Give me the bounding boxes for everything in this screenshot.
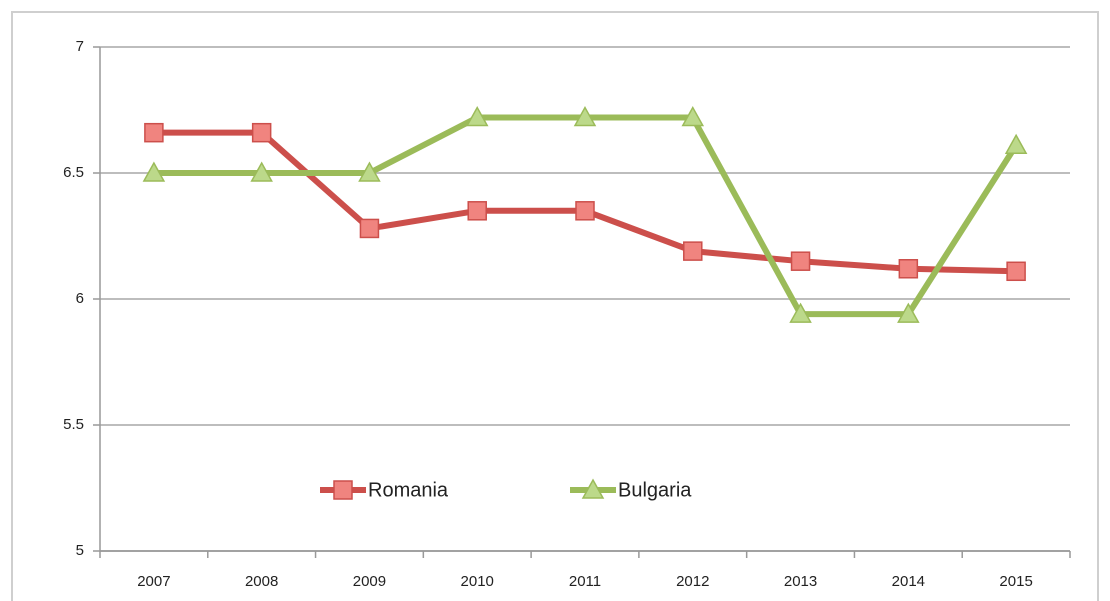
- marker: [575, 201, 595, 221]
- y-tick-label: 6.5: [63, 164, 84, 181]
- marker: [1004, 133, 1028, 155]
- x-tick-label: 2008: [245, 573, 278, 590]
- y-tick-label: 5.5: [63, 416, 84, 433]
- y-tick-label: 7: [76, 38, 84, 55]
- legend: Romania Bulgaria: [320, 478, 692, 501]
- marker: [144, 122, 164, 143]
- marker: [467, 201, 487, 221]
- marker: [358, 161, 381, 182]
- legend-label: Bulgaria: [618, 479, 692, 501]
- x-tick-label: 2014: [892, 573, 925, 590]
- x-tick-label: 2015: [999, 573, 1032, 590]
- marker: [681, 106, 705, 127]
- legend-label: Romania: [368, 479, 449, 501]
- marker: [251, 122, 272, 143]
- marker: [465, 106, 489, 127]
- x-tick-label: 2007: [137, 573, 170, 590]
- chart-frame: [11, 11, 1099, 601]
- x-tick-label: 2009: [353, 573, 386, 590]
- marker: [683, 241, 703, 261]
- x-tick-label: 2013: [784, 573, 817, 590]
- marker: [573, 106, 597, 127]
- marker: [898, 259, 919, 279]
- y-tick-label: 5: [76, 542, 84, 559]
- x-tick-label: 2010: [461, 573, 494, 590]
- marker: [790, 251, 811, 271]
- marker: [897, 302, 920, 323]
- marker: [250, 161, 273, 182]
- legend-marker: [581, 478, 605, 499]
- x-tick-label: 2011: [569, 573, 601, 590]
- marker: [1006, 261, 1026, 282]
- marker: [789, 302, 812, 323]
- legend-marker: [333, 480, 353, 500]
- x-tick-label: 2012: [676, 573, 709, 590]
- marker: [142, 161, 166, 182]
- y-tick-label: 6: [76, 290, 84, 307]
- marker: [359, 218, 380, 239]
